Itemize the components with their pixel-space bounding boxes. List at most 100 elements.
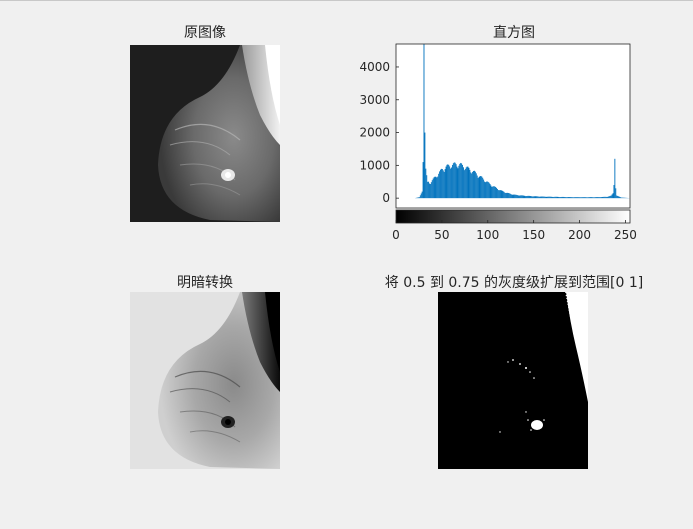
histogram-bar (484, 181, 486, 199)
histogram-bar (596, 197, 597, 199)
histogram-bar (529, 196, 531, 199)
histogram-bar (619, 197, 621, 199)
histogram-bar (557, 196, 559, 199)
histogram-bar (421, 191, 423, 199)
histogram-bar (486, 181, 488, 199)
histogram-bar (472, 171, 474, 199)
histogram-bar (442, 170, 444, 199)
histogram-bar (574, 197, 575, 199)
histogram-bar (440, 168, 442, 199)
histogram-bar (500, 190, 502, 199)
histogram-bar (607, 196, 609, 199)
histogram-bar (602, 196, 604, 199)
inverted-image (130, 292, 280, 469)
histogram-bar (446, 164, 448, 199)
histogram-bar (485, 182, 486, 199)
histogram-bar (561, 196, 563, 199)
histogram-bar (546, 196, 548, 199)
histogram-bar (518, 195, 520, 199)
histogram-bar (474, 171, 476, 199)
histogram-bar (588, 197, 590, 199)
histogram-bar (448, 164, 450, 199)
histogram-bar (556, 196, 558, 199)
histogram-bar (534, 196, 536, 199)
histogram-bar (507, 192, 508, 199)
histogram-bar (611, 194, 613, 199)
histogram-bar (578, 197, 580, 199)
histogram-bar (423, 44, 425, 199)
original-image-title: 原图像 (184, 25, 226, 41)
y-tick-label: 0 (382, 191, 390, 205)
histogram-bar (470, 172, 472, 199)
histogram-bar (463, 170, 465, 199)
histogram-bar (526, 195, 528, 199)
histogram-bar (566, 197, 568, 199)
histogram-bar (559, 197, 561, 199)
histogram-bar (455, 164, 457, 199)
histogram-bar (427, 181, 429, 199)
histogram-bar (435, 176, 437, 199)
histogram-bar (504, 192, 506, 199)
histogram-bar (508, 193, 510, 199)
histogram-bar (464, 168, 466, 199)
histogram-bar (585, 197, 586, 199)
histogram-bar (438, 173, 440, 199)
histogram-bar (591, 197, 593, 199)
histogram-bar (605, 196, 607, 199)
histogram-bar (492, 186, 494, 199)
histogram-bar (580, 197, 582, 199)
histogram-bar (567, 197, 569, 199)
histogram-bar (420, 193, 422, 199)
histogram-bar (554, 196, 556, 199)
histogram-bar (433, 177, 435, 199)
histogram-bar (614, 158, 616, 199)
histogram-bar (555, 196, 557, 199)
histogram-bar (568, 197, 570, 199)
histogram-bar (496, 187, 497, 199)
window-top-border (0, 0, 693, 1)
histogram-bar (606, 196, 608, 199)
histogram-bar (547, 196, 549, 199)
histogram-bar (616, 195, 618, 199)
histogram-bar (418, 197, 420, 199)
histogram-bar (522, 195, 524, 199)
histogram-bar (574, 197, 576, 199)
histogram-bar (620, 197, 622, 199)
histogram-bar (459, 163, 461, 199)
histogram-bar (482, 177, 484, 199)
histogram-bar (469, 169, 471, 199)
histogram-bar (418, 197, 419, 199)
histogram-bar (538, 196, 540, 199)
x-tick-label: 0 (392, 228, 400, 242)
histogram-bar (450, 168, 452, 199)
histogram-bar (524, 195, 526, 199)
histogram-bar (587, 197, 589, 199)
histogram-title: 直方图 (493, 25, 535, 41)
histogram-bar (417, 197, 419, 199)
histogram-bar (487, 181, 489, 199)
histogram-bar (428, 181, 430, 199)
histogram-bar (550, 196, 552, 199)
histogram-bar (468, 167, 470, 199)
histogram-bar (595, 197, 597, 199)
histogram-bar (436, 177, 438, 199)
histogram-bar (563, 196, 564, 199)
y-tick-label: 2000 (359, 126, 390, 140)
histogram-bar (480, 175, 482, 199)
histogram-bar (570, 197, 572, 199)
histogram-bar (443, 171, 445, 199)
histogram-bar (466, 166, 468, 199)
histogram-bar (603, 196, 605, 199)
histogram-svg: 0 1000 2000 3000 4000 0 50 100 150 200 250 (359, 43, 637, 242)
histogram-bar (491, 186, 493, 199)
histogram-bar (582, 197, 584, 199)
axes-box (395, 43, 631, 209)
histogram-bar (523, 195, 525, 199)
histogram-bar (474, 170, 475, 199)
histogram-bar (429, 183, 430, 199)
histogram-bar (453, 162, 455, 199)
histogram-bar (618, 196, 619, 199)
histogram-bar (552, 196, 554, 199)
histogram-bar (564, 197, 566, 199)
histogram-bar (426, 175, 428, 199)
